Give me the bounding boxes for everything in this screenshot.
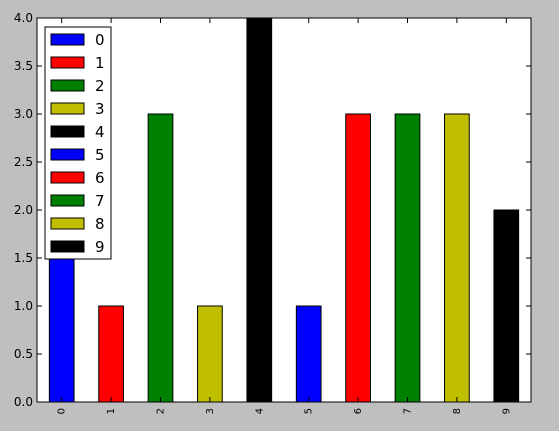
legend-label-8: 8	[95, 215, 105, 233]
x-tick-label: 6	[353, 408, 364, 414]
legend-label-0: 0	[95, 31, 105, 49]
y-tick-label: 3.0	[14, 107, 33, 121]
legend-swatch-8	[50, 217, 85, 230]
legend-label-1: 1	[95, 54, 105, 72]
bar-2	[147, 113, 174, 403]
bar-8	[444, 113, 470, 403]
legend-swatch-5	[50, 148, 85, 161]
legend-label-2: 2	[95, 77, 105, 95]
legend-swatch-3	[50, 102, 85, 115]
y-tick-label: 4.0	[14, 11, 33, 25]
bar-1	[98, 305, 124, 403]
y-tick-label: 0.0	[14, 395, 33, 409]
legend-swatch-9	[50, 240, 85, 253]
bar-5	[295, 305, 322, 403]
x-tick-label: 1	[106, 408, 117, 414]
legend-label-3: 3	[95, 100, 105, 118]
bar-3	[197, 305, 223, 403]
x-tick-label: 2	[156, 408, 167, 414]
y-tick-label: 2.0	[14, 203, 33, 217]
x-tick-label: 0	[57, 408, 68, 414]
y-tick-label: 1.5	[14, 251, 33, 265]
legend-swatch-1	[50, 56, 85, 69]
y-tick-label: 1.0	[14, 299, 33, 313]
x-axis: 0 1 2 3 4 5 6 7 8 9	[57, 18, 512, 414]
legend-swatch-4	[50, 125, 85, 138]
y-tick-label: 2.5	[14, 155, 33, 169]
legend: 0 1 2 3 4 5 6 7 8 9	[44, 26, 112, 260]
x-tick-label: 7	[403, 408, 414, 414]
x-tick-label: 4	[254, 408, 265, 414]
legend-label-5: 5	[95, 146, 105, 164]
y-tick-label: 3.5	[14, 59, 33, 73]
legend-label-9: 9	[95, 238, 105, 256]
legend-swatch-2	[50, 79, 85, 92]
x-tick-label: 9	[501, 408, 512, 414]
y-tick-label: 0.5	[14, 347, 33, 361]
legend-label-6: 6	[95, 169, 105, 187]
x-tick-label: 8	[452, 408, 463, 414]
legend-swatch-0	[50, 33, 85, 46]
x-tick-label: 3	[205, 408, 216, 414]
legend-swatch-7	[50, 194, 85, 207]
legend-label-7: 7	[95, 192, 105, 210]
bar-4	[246, 17, 273, 403]
legend-label-4: 4	[95, 123, 105, 141]
bar-7	[394, 113, 421, 403]
bar-6	[345, 113, 371, 403]
bar-9	[493, 209, 520, 403]
x-tick-label: 5	[304, 408, 315, 414]
legend-swatch-6	[50, 171, 85, 184]
y-axis: 0.0 0.5 1.0 1.5 2.0 2.5 3.0 3.5 4.0	[14, 11, 531, 409]
